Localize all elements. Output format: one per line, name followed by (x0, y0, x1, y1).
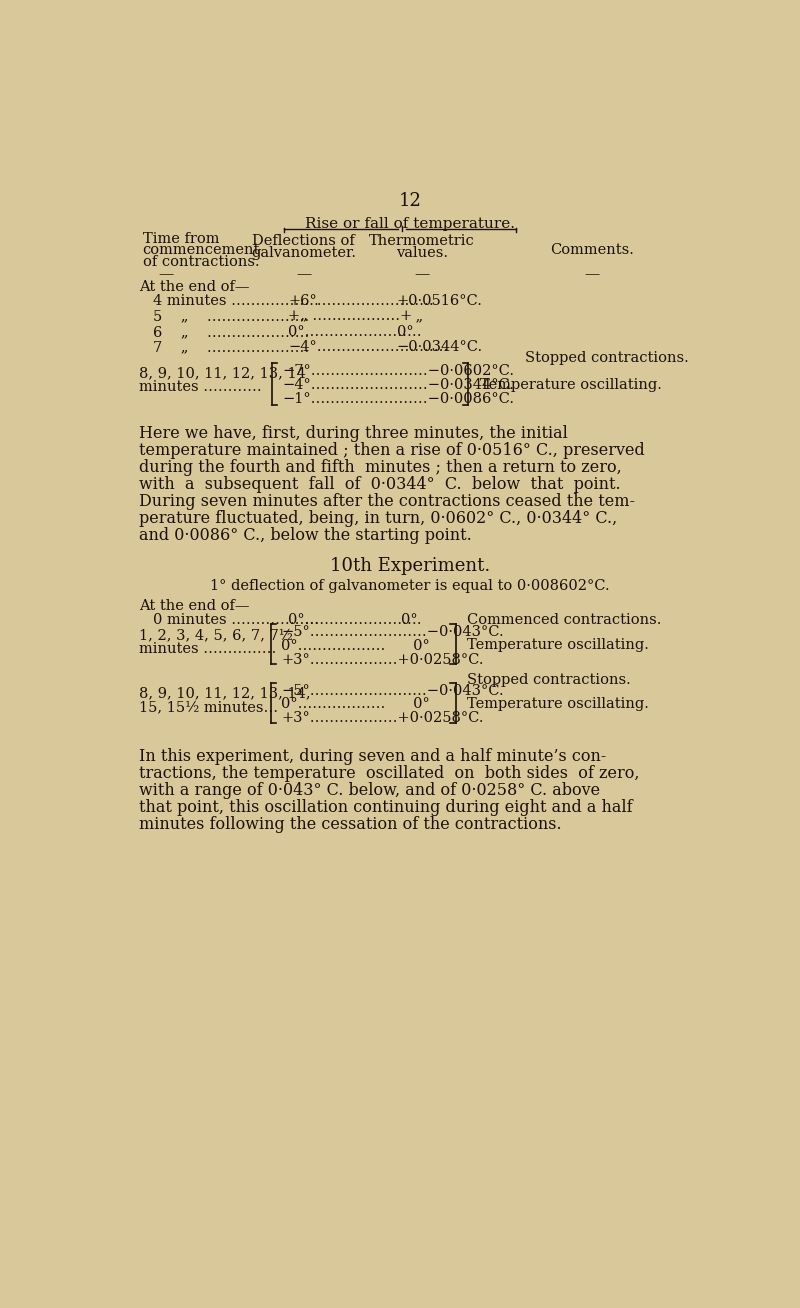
Text: 0°………………      0°: 0°……………… 0° (282, 697, 430, 712)
Text: At the end of—: At the end of— (138, 599, 250, 613)
Text: with a range of 0·043° C. below, and of 0·0258° C. above: with a range of 0·043° C. below, and of … (138, 782, 600, 799)
Text: tractions, the temperature  oscillated  on  both sides  of zero,: tractions, the temperature oscillated on… (138, 765, 639, 782)
Text: During seven minutes after the contractions ceased the tem-: During seven minutes after the contracti… (138, 493, 634, 510)
Text: Stopped contractions.: Stopped contractions. (525, 351, 689, 365)
Text: At the end of—: At the end of— (138, 280, 250, 294)
Text: Deflections of: Deflections of (253, 234, 355, 249)
Text: +0·0516°C.: +0·0516°C. (397, 294, 482, 307)
Text: galvanometer.: galvanometer. (251, 246, 356, 259)
Text: +3°………………+0·0258°C.: +3°………………+0·0258°C. (282, 712, 484, 726)
Text: minutes following the cessation of the contractions.: minutes following the cessation of the c… (138, 816, 562, 833)
Text: temperature maintained ; then a rise of 0·0516° C., preserved: temperature maintained ; then a rise of … (138, 442, 645, 459)
Text: „: „ (397, 310, 423, 323)
Text: Here we have, first, during three minutes, the initial: Here we have, first, during three minute… (138, 425, 568, 442)
Text: −1°……………………−0·0086°C.: −1°……………………−0·0086°C. (283, 392, 515, 405)
Text: with  a  subsequent  fall  of  0·0344°  C.  below  that  point.: with a subsequent fall of 0·0344° C. bel… (138, 476, 620, 493)
Text: minutes ……………: minutes …………… (138, 642, 276, 657)
Text: −5°……………………−0·043°C.: −5°……………………−0·043°C. (282, 625, 504, 640)
Text: 15, 15½ minutes…: 15, 15½ minutes… (138, 701, 278, 714)
Text: —: — (158, 267, 174, 281)
Text: of contractions.: of contractions. (142, 255, 259, 268)
Text: Thermometric: Thermometric (369, 234, 474, 249)
Text: Stopped contractions.: Stopped contractions. (466, 672, 630, 687)
Text: —: — (414, 267, 430, 281)
Text: Temperature oscillating.: Temperature oscillating. (467, 638, 650, 653)
Text: 8, 9, 10, 11, 12, 13, 14,: 8, 9, 10, 11, 12, 13, 14, (138, 687, 310, 701)
Text: Time from: Time from (142, 232, 219, 246)
Text: 1, 2, 3, 4, 5, 6, 7, 7½: 1, 2, 3, 4, 5, 6, 7, 7½ (138, 628, 293, 642)
Text: during the fourth and fifth  minutes ; then a return to zero,: during the fourth and fifth minutes ; th… (138, 459, 622, 476)
Text: 0°: 0° (397, 324, 414, 339)
Text: 0°……………………: 0°…………………… (288, 613, 422, 627)
Text: that point, this oscillation continuing during eight and a half: that point, this oscillation continuing … (138, 799, 632, 816)
Text: 6    „    …………………: 6 „ ………………… (153, 324, 309, 339)
Text: In this experiment, during seven and a half minute’s con-: In this experiment, during seven and a h… (138, 748, 606, 765)
Text: and 0·0086° C., below the starting point.: and 0·0086° C., below the starting point… (138, 527, 471, 544)
Text: 8, 9, 10, 11, 12, 13, 14: 8, 9, 10, 11, 12, 13, 14 (138, 366, 306, 381)
Text: —: — (296, 267, 311, 281)
Text: perature fluctuated, being, in turn, 0·0602° C., 0·0344° C.,: perature fluctuated, being, in turn, 0·0… (138, 510, 617, 527)
Text: −5°……………………−0·043°C.: −5°……………………−0·043°C. (282, 684, 504, 697)
Text: −0·0344°C.: −0·0344°C. (397, 340, 483, 354)
Text: 0°……………………: 0°…………………… (288, 324, 422, 339)
Text: +3°………………+0·0258°C.: +3°………………+0·0258°C. (282, 653, 484, 667)
Text: 1° deflection of galvanometer is equal to 0·008602°C.: 1° deflection of galvanometer is equal t… (210, 579, 610, 593)
Text: 0°: 0° (401, 613, 418, 627)
Text: −7°……………………−0·0602°C.: −7°……………………−0·0602°C. (283, 364, 515, 378)
Text: 5    „    …………………: 5 „ ………………… (153, 310, 309, 323)
Text: 0 minutes ………………: 0 minutes ……………… (153, 613, 318, 627)
Text: Rise or fall of temperature.: Rise or fall of temperature. (305, 217, 515, 232)
Text: −4°………………………: −4°……………………… (288, 340, 449, 354)
Text: 10th Experiment.: 10th Experiment. (330, 557, 490, 576)
Text: +„ ………………+: +„ ………………+ (288, 310, 413, 323)
Text: minutes …………: minutes ………… (138, 381, 262, 394)
Text: −4°……………………−0·0344°C.: −4°……………………−0·0344°C. (283, 378, 514, 392)
Text: 0°………………      0°: 0°……………… 0° (282, 640, 430, 653)
Text: +6°……………………: +6°…………………… (288, 294, 434, 307)
Text: 7    „    …………………: 7 „ ………………… (153, 340, 309, 354)
Text: 4 minutes ………………: 4 minutes ……………… (153, 294, 318, 307)
Text: Temperature oscillating.: Temperature oscillating. (480, 378, 662, 392)
Text: values.: values. (396, 246, 448, 259)
Text: Temperature oscillating.: Temperature oscillating. (467, 697, 650, 710)
Text: —: — (585, 267, 600, 281)
Text: 12: 12 (398, 191, 422, 209)
Text: Comments.: Comments. (550, 243, 634, 258)
Text: commencement: commencement (142, 243, 260, 258)
Text: Commenced contractions.: Commenced contractions. (466, 613, 661, 627)
